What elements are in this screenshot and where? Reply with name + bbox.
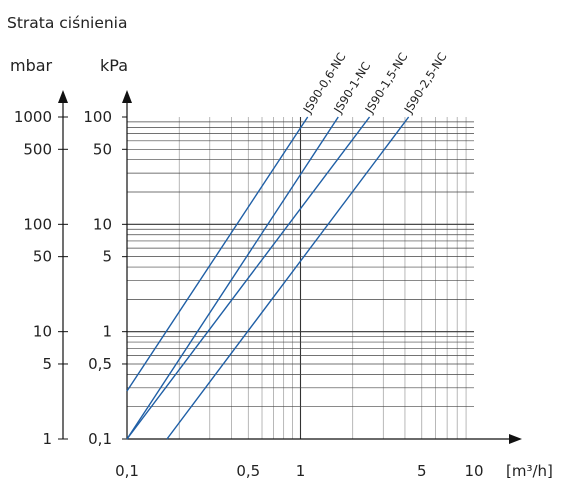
kpa-tick-label: 100: [83, 108, 112, 126]
series-line-4: [166, 116, 410, 440]
kpa-axis-arrow: [122, 90, 132, 103]
x-tick-label: 1: [296, 462, 306, 480]
axes: [58, 90, 522, 444]
mbar-tick-label: 5: [42, 355, 52, 373]
mbar-tick-label: 10: [33, 323, 52, 341]
grid: [127, 117, 474, 439]
kpa-tick-label: 50: [93, 140, 112, 158]
labels: JS90-0,6-NCJS90-1-NCJS90-1,5-NCJS90-2,5-…: [7, 14, 553, 480]
mbar-tick-label: 1000: [14, 108, 52, 126]
x-axis-arrow: [509, 434, 522, 444]
series-line-3: [126, 116, 371, 440]
x-tick-label: 10: [464, 462, 483, 480]
x-tick-label: 0,1: [115, 462, 139, 480]
chart-title: Strata ciśnienia: [7, 14, 128, 32]
mbar-tick-label: 50: [33, 248, 52, 266]
mbar-unit-label: mbar: [10, 56, 53, 75]
kpa-tick-label: 5: [102, 248, 112, 266]
mbar-tick-label: 1: [42, 430, 52, 448]
x-tick-label: 0,5: [236, 462, 260, 480]
mbar-axis-arrow: [58, 90, 68, 103]
x-tick-label: 5: [417, 462, 427, 480]
kpa-unit-label: kPa: [100, 56, 128, 75]
kpa-tick-label: 10: [93, 215, 112, 233]
mbar-tick-label: 100: [23, 215, 52, 233]
mbar-tick-label: 500: [23, 140, 52, 158]
series-line-2: [126, 116, 339, 440]
series-lines: [126, 116, 410, 440]
kpa-tick-label: 0,1: [88, 430, 112, 448]
kpa-tick-label: 1: [102, 323, 112, 341]
x-unit-label: [m³/h]: [506, 462, 553, 480]
kpa-tick-label: 0,5: [88, 355, 112, 373]
series-line-1: [126, 116, 309, 392]
